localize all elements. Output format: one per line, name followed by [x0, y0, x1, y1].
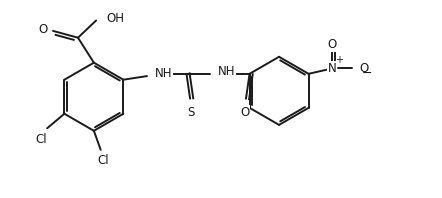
Text: −: −: [362, 67, 372, 80]
Text: OH: OH: [106, 12, 124, 25]
Text: NH: NH: [218, 65, 235, 78]
Text: Cl: Cl: [35, 133, 46, 146]
Text: N: N: [328, 62, 336, 75]
Text: Cl: Cl: [98, 154, 109, 167]
Text: S: S: [187, 106, 195, 119]
Text: NH: NH: [155, 67, 172, 80]
Text: O: O: [240, 106, 250, 119]
Text: O: O: [38, 24, 48, 36]
Text: O: O: [328, 38, 337, 51]
Text: +: +: [335, 55, 343, 65]
Text: O: O: [359, 62, 369, 75]
